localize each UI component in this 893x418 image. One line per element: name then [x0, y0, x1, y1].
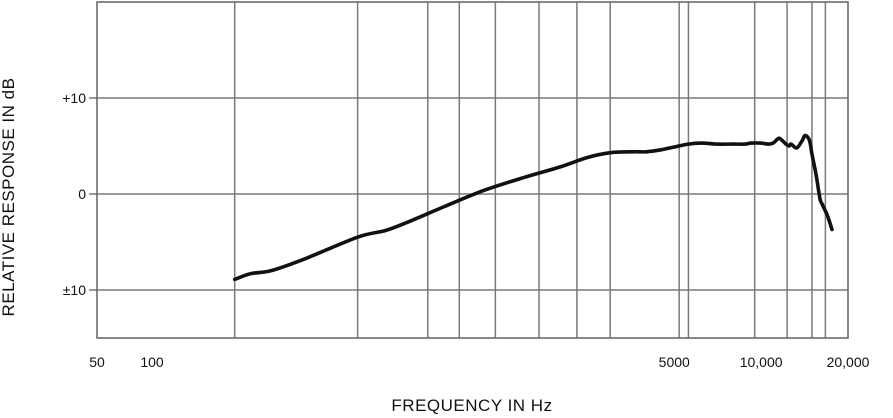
response-curve [232, 133, 834, 282]
plot-frame [96, 1, 849, 339]
x-axis-title: FREQUENCY IN Hz [391, 396, 552, 415]
x-tick-labels: 50 100 5000 10,000 20,000 [89, 354, 869, 370]
y-tick-label: ±10 [63, 282, 86, 298]
x-tick-label: 5000 [659, 354, 690, 370]
x-tick-label: 10,000 [740, 354, 783, 370]
y-tick-labels: +10 0 ±10 [62, 90, 86, 298]
y-tick-label: +10 [62, 90, 86, 106]
y-tick-label: 0 [78, 186, 86, 202]
vertical-gridlines [233, 2, 827, 338]
x-tick-label: 100 [140, 354, 164, 370]
horizontal-gridlines [89, 97, 848, 291]
x-tick-label: 20,000 [827, 354, 870, 370]
y-axis-title: RELATIVE RESPONSE IN dB [0, 78, 18, 317]
x-tick-label: 50 [89, 354, 105, 370]
